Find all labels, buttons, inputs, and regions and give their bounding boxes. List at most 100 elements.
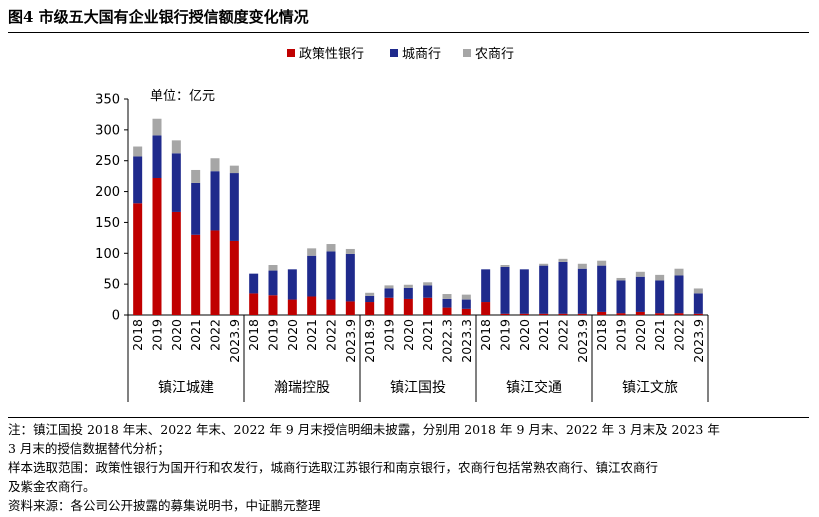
bar-segment <box>481 302 491 315</box>
bar-segment <box>307 296 317 315</box>
x-tick-label: 2021 <box>188 319 203 351</box>
bar-segment <box>384 297 394 315</box>
x-tick-label: 2020 <box>169 319 184 351</box>
bar-segment <box>577 313 587 315</box>
bar-segment <box>442 294 452 299</box>
y-tick-label: 300 <box>95 123 120 138</box>
legend-label-2: 农商行 <box>475 47 514 62</box>
legend-swatch-2 <box>463 49 471 57</box>
x-tick-label: 2021 <box>536 319 551 351</box>
x-tick-label: 2023.9 <box>691 319 706 363</box>
bar-segment <box>423 297 433 315</box>
bar-segment <box>133 203 143 315</box>
bar-segment <box>326 299 336 315</box>
y-tick-label: 0 <box>112 309 120 324</box>
bar-segment <box>539 313 549 315</box>
x-tick-label: 2020 <box>401 319 416 351</box>
bar-segment <box>210 230 220 315</box>
x-tick-label: 2020 <box>285 319 300 351</box>
x-tick-label: 2022 <box>672 319 687 351</box>
bar-segment <box>616 313 626 315</box>
x-tick-label: 2021 <box>652 319 667 351</box>
bar-segment <box>268 265 278 271</box>
bar-segment <box>171 140 181 154</box>
bar-segment <box>442 307 452 315</box>
bar-segment <box>191 182 201 235</box>
figure-title: 图4 市级五大国有企业银行授信额度变化情况 <box>8 8 309 26</box>
unit-label: 单位：亿元 <box>150 89 215 104</box>
note-line-3: 样本选取范围：政策性银行为国开行和农发行，城商行选取江苏银行和南京银行，农商行包… <box>8 460 659 475</box>
bar-segment <box>539 265 549 314</box>
bar-segment <box>229 165 239 174</box>
y-tick-label: 150 <box>95 216 120 231</box>
note-line-2: 3 月末的授信数据替代分析； <box>8 441 170 456</box>
legend-label-0: 政策性银行 <box>299 46 364 62</box>
bar-segment <box>268 295 278 315</box>
bar-segment <box>403 284 413 288</box>
bar-segment <box>229 173 239 241</box>
bar-segment <box>249 293 259 315</box>
x-tick-label: 2022 <box>208 319 223 351</box>
bar-segment <box>655 313 665 315</box>
bar-segment <box>210 158 220 172</box>
bar-segment <box>693 293 703 314</box>
bar-segment <box>461 294 471 300</box>
bar-segment <box>287 269 297 300</box>
x-tick-label: 2019 <box>150 319 165 351</box>
x-tick-label: 2018 <box>246 319 261 351</box>
x-tick-label: 2020 <box>633 319 648 351</box>
bar-segment <box>558 313 568 315</box>
x-tick-label: 2022 <box>324 319 339 351</box>
note-line-5: 资料来源：各公司公开披露的募集说明书，中证鹏元整理 <box>8 498 321 513</box>
bar-segment <box>539 263 549 266</box>
bar-segment <box>365 292 375 296</box>
bar-segment <box>287 299 297 315</box>
group-label: 镇江国投 <box>390 380 446 396</box>
bar-segment <box>345 253 355 302</box>
x-tick-label: 2023.3 <box>459 319 474 363</box>
bar-segment <box>519 313 529 315</box>
bottom-rule <box>8 417 809 418</box>
top-rule <box>8 32 809 33</box>
bar-segment <box>616 277 626 281</box>
bar-segment <box>577 268 587 314</box>
bar-segment <box>152 118 162 136</box>
bar-segment <box>461 308 471 315</box>
bar-segment <box>152 135 162 178</box>
bar-segment <box>133 146 143 157</box>
bar-segment <box>461 299 471 309</box>
bar-segment <box>384 285 394 289</box>
y-tick-label: 200 <box>95 185 120 200</box>
x-tick-label: 2022 <box>556 319 571 351</box>
bar-segment <box>191 169 201 183</box>
legend-swatch-0 <box>287 49 295 57</box>
bar-segment <box>616 280 626 314</box>
bar-segment <box>210 171 220 231</box>
bar-segment <box>500 265 510 267</box>
bar-segment <box>229 240 239 315</box>
bar-segment <box>558 261 568 314</box>
group-label: 瀚瑞控股 <box>274 380 330 396</box>
x-tick-label: 2019 <box>498 319 513 351</box>
notes: 注：镇江国投 2018 年末、2022 年末、2022 年 9 月末授信明细未披… <box>8 420 808 515</box>
bar-segment <box>481 269 491 303</box>
y-tick-label: 100 <box>95 247 120 262</box>
group-label: 镇江城建 <box>158 380 214 396</box>
bar-segment <box>326 251 336 300</box>
x-tick-label: 2023.9 <box>227 319 242 363</box>
bar-segment <box>674 268 684 276</box>
group-label: 镇江交通 <box>506 379 562 396</box>
bar-segment <box>635 311 645 315</box>
x-tick-label: 2021 <box>304 319 319 351</box>
note-line-1: 注：镇江国投 2018 年末、2022 年末、2022 年 9 月末授信明细未披… <box>8 422 720 437</box>
bar-segment <box>500 266 510 314</box>
bar-segment <box>655 274 665 281</box>
bar-segment <box>268 270 278 296</box>
x-tick-label: 2019 <box>382 319 397 351</box>
bar-segment <box>307 248 317 256</box>
bar-segment <box>635 276 645 312</box>
bar-segment <box>597 265 607 312</box>
bar-segment <box>171 153 181 212</box>
x-tick-label: 2021 <box>420 319 435 351</box>
bar-segment <box>345 301 355 315</box>
